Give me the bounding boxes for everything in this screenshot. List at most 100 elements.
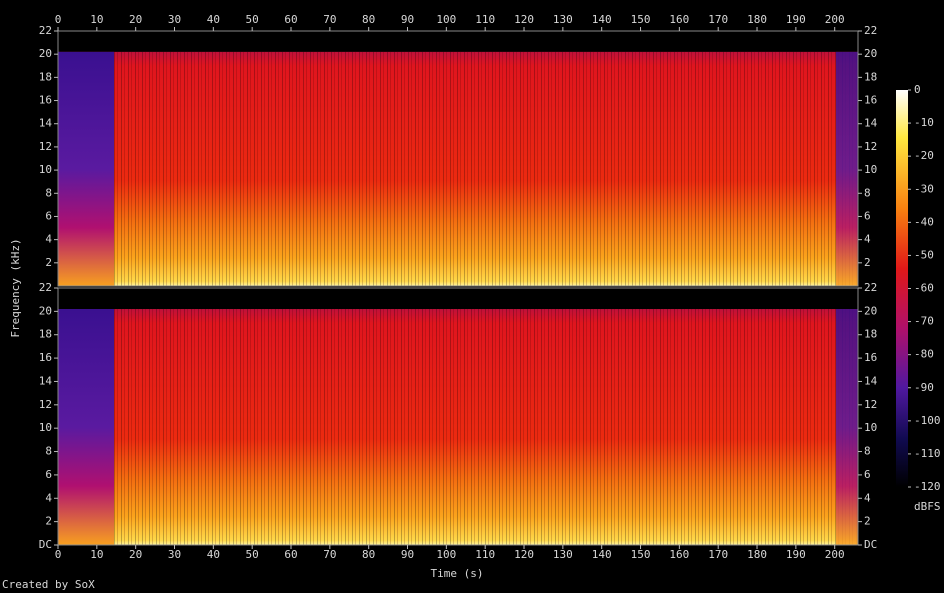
x-tick-label: 10 — [90, 548, 103, 561]
x-tick-label: 200 — [825, 548, 845, 561]
y-tick-label: 10 — [39, 163, 52, 176]
x-tick-label: 170 — [708, 548, 728, 561]
x-tick-label: 100 — [436, 548, 456, 561]
y-tick-label: 2 — [864, 256, 871, 269]
y-tick-label: 20 — [39, 47, 52, 60]
y-tick-label: 8 — [864, 445, 871, 458]
y-tick-label: 22 — [39, 24, 52, 37]
x-tick-label: 30 — [168, 548, 181, 561]
x-tick-label: 150 — [631, 548, 651, 561]
colorbar-tick-label: -110 — [914, 447, 941, 460]
spectrogram-outro — [836, 51, 858, 287]
x-tick-label: 150 — [631, 13, 651, 26]
x-tick-label: 50 — [246, 548, 259, 561]
x-tick-label: 190 — [786, 548, 806, 561]
x-tick-label: 80 — [362, 548, 375, 561]
y-tick-label: 6 — [864, 209, 871, 222]
x-tick-label: 0 — [55, 548, 62, 561]
x-tick-label: 120 — [514, 13, 534, 26]
colorbar-tick-label: -70 — [914, 315, 934, 328]
spectrogram-intro — [58, 309, 114, 545]
y-tick-label: 6 — [45, 209, 52, 222]
colorbar — [896, 90, 908, 487]
y-tick-label: 6 — [45, 468, 52, 481]
y-tick-label: 22 — [864, 281, 877, 294]
y-tick-label: 14 — [39, 117, 53, 130]
colorbar-tick-label: -100 — [914, 414, 941, 427]
x-tick-label: 30 — [168, 13, 181, 26]
y-tick-label: 12 — [39, 140, 52, 153]
x-tick-label: 110 — [475, 548, 495, 561]
x-tick-label: 170 — [708, 13, 728, 26]
y-tick-label: 22 — [864, 24, 877, 37]
y-tick-label: 20 — [864, 47, 877, 60]
panel-frame — [57, 30, 859, 287]
panel-frame — [57, 287, 859, 546]
x-tick-label: 50 — [246, 13, 259, 26]
x-tick-label: 140 — [592, 13, 612, 26]
x-tick-label: 10 — [90, 13, 103, 26]
x-tick-label: 20 — [129, 548, 142, 561]
y-tick-label: 14 — [864, 117, 878, 130]
spectrogram-texture — [58, 51, 858, 287]
y-tick-label: 2 — [864, 515, 871, 528]
x-tick-label: 200 — [825, 13, 845, 26]
x-tick-label: 120 — [514, 548, 534, 561]
y-tick-label: 8 — [45, 445, 52, 458]
x-tick-label: 70 — [323, 548, 336, 561]
y-tick-label: 12 — [864, 398, 877, 411]
colorbar-tick-label: -60 — [914, 282, 934, 295]
x-tick-label: 110 — [475, 13, 495, 26]
x-tick-label: 0 — [55, 13, 62, 26]
x-tick-label: 20 — [129, 13, 142, 26]
x-tick-label: 60 — [284, 548, 297, 561]
y-tick-label: 16 — [39, 94, 52, 107]
x-tick-label: 130 — [553, 13, 573, 26]
colorbar-label: dBFS — [914, 500, 941, 513]
spectrogram-texture — [58, 309, 858, 545]
y-tick-label: 18 — [864, 328, 877, 341]
y-tick-label: 10 — [864, 421, 877, 434]
spectrogram-intro — [58, 51, 114, 287]
x-tick-label: 190 — [786, 13, 806, 26]
y-axis-label: Frequency (kHz) — [9, 238, 22, 337]
colorbar-tick-label: -120 — [914, 480, 941, 493]
x-tick-label: 160 — [669, 548, 689, 561]
x-tick-label: 70 — [323, 13, 336, 26]
colorbar-tick-label: -20 — [914, 149, 934, 162]
x-tick-label: 130 — [553, 548, 573, 561]
y-tick-label: 22 — [39, 281, 52, 294]
y-tick-label: 12 — [864, 140, 877, 153]
y-tick-label: 10 — [864, 163, 877, 176]
y-tick-label: 14 — [864, 374, 878, 387]
y-tick-label: 6 — [864, 468, 871, 481]
colorbar-tick-label: -50 — [914, 248, 934, 261]
spectrogram-outro — [836, 309, 858, 545]
y-tick-label: 4 — [864, 233, 871, 246]
y-tick-label: DC — [864, 538, 877, 551]
y-tick-label: 2 — [45, 256, 52, 269]
y-tick-label: 4 — [45, 233, 52, 246]
x-tick-label: 60 — [284, 13, 297, 26]
spacer — [911, 0, 912, 1]
y-tick-label: 18 — [39, 70, 52, 83]
x-tick-label: 180 — [747, 13, 767, 26]
y-tick-label: 14 — [39, 374, 53, 387]
y-tick-label: 16 — [864, 94, 877, 107]
y-tick-label: 12 — [39, 398, 52, 411]
y-tick-label: DC — [39, 538, 52, 551]
x-tick-label: 180 — [747, 548, 767, 561]
x-tick-label: 40 — [207, 13, 220, 26]
y-tick-label: 16 — [39, 351, 52, 364]
colorbar-tick-label: -90 — [914, 381, 934, 394]
colorbar-tick-label: -80 — [914, 348, 934, 361]
y-tick-label: 18 — [39, 328, 52, 341]
y-tick-label: 8 — [45, 186, 52, 199]
y-tick-label: 20 — [864, 304, 877, 317]
x-tick-label: 100 — [436, 13, 456, 26]
colorbar-tick-label: -30 — [914, 182, 934, 195]
y-tick-label: 20 — [39, 304, 52, 317]
x-tick-label: 80 — [362, 13, 375, 26]
x-axis-label: Time (s) — [431, 567, 484, 580]
